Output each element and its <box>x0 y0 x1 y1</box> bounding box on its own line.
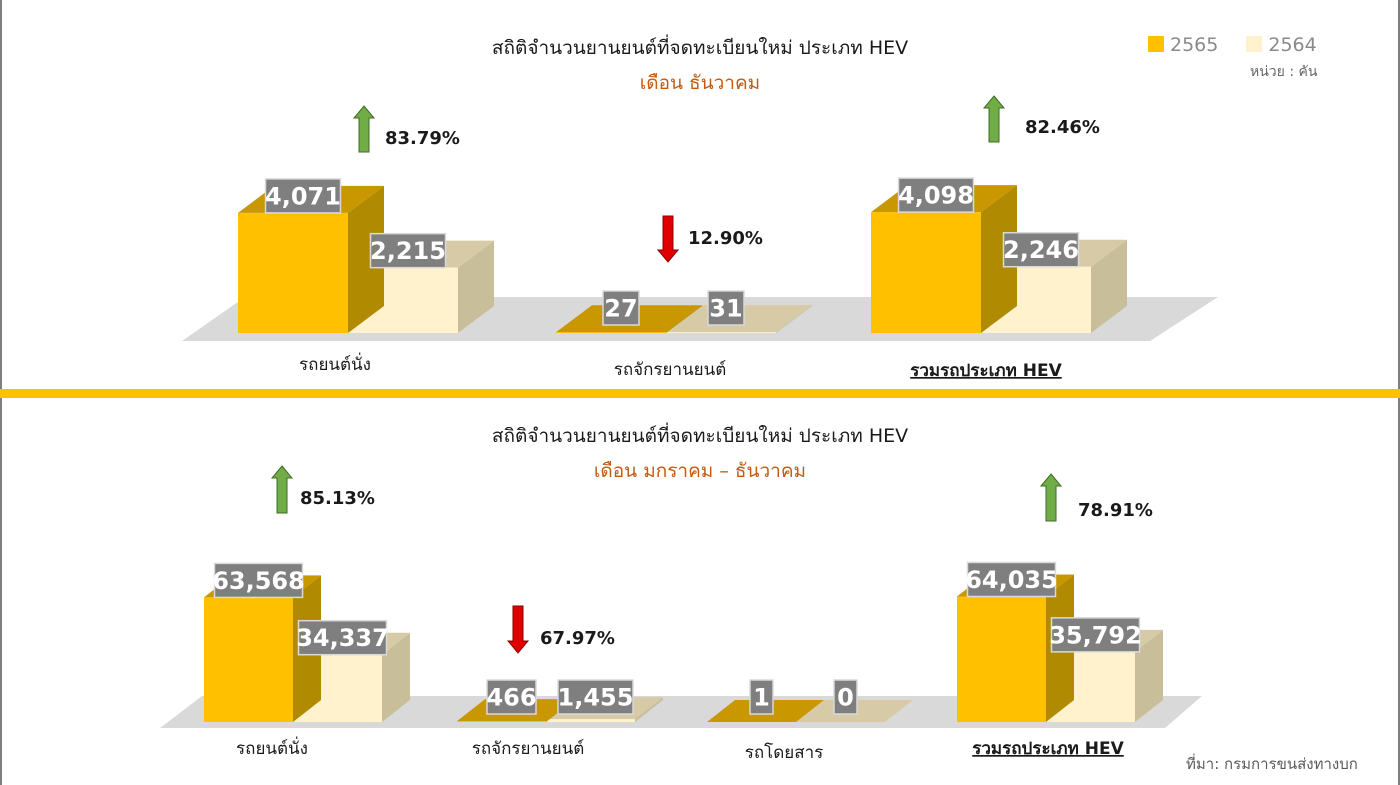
category-label-3: รวมรถประเภท HEV <box>972 739 1124 759</box>
value-label-2565-1-box <box>486 679 537 715</box>
category-label-1: รถจักรยานยนต์ <box>614 360 727 380</box>
value-label-2565-0: 4,071 <box>265 182 341 210</box>
bar-2565-0 <box>204 597 293 722</box>
bar-2564-0-side <box>458 240 494 333</box>
legend-label-2565: 2565 <box>1170 34 1219 56</box>
bar-2564-1-side <box>776 305 812 333</box>
value-label-2564-0: 34,337 <box>296 624 389 652</box>
value-label-2565-2: 1 <box>753 684 770 712</box>
source-label: ที่มา: กรมการขนส่งทางบก <box>1186 755 1358 773</box>
value-label-2564-3: 35,792 <box>1049 621 1142 649</box>
bar-2565-0 <box>238 212 348 333</box>
bar-2564-1 <box>546 719 635 722</box>
change-label-1: 12.90% <box>688 228 763 249</box>
value-label-2565-1: 27 <box>604 295 637 323</box>
category-label-0: รถยนต์นั่ง <box>299 352 371 375</box>
legend-swatch-2564 <box>1246 36 1263 52</box>
change-label-3: 78.91% <box>1078 500 1153 521</box>
section-divider <box>0 389 1400 398</box>
bar-2564-1-side <box>635 697 663 722</box>
bar-2565-2 <box>871 212 981 333</box>
legend: 2565 2564 <box>1148 34 1317 56</box>
change-label-0: 83.79% <box>385 128 460 149</box>
value-label-2564-1: 31 <box>709 295 742 323</box>
category-label-2: รถโดยสาร <box>745 742 824 763</box>
value-label-2564-2: 0 <box>837 684 854 712</box>
legend-item-2565: 2565 <box>1148 34 1218 56</box>
arrow-up-icon-0 <box>270 465 294 514</box>
category-label-2: รวมรถประเภท HEV <box>910 361 1062 381</box>
arrow-down-icon-1 <box>656 215 680 263</box>
value-label-2564-1-box <box>557 679 634 715</box>
change-label-0: 85.13% <box>300 488 375 509</box>
value-label-2565-3-box <box>966 561 1057 598</box>
value-label-2565-0-box <box>213 562 304 599</box>
value-label-2565-2-box <box>749 679 774 715</box>
chart-floor <box>160 696 1202 728</box>
arrow-up-icon-0 <box>352 105 376 153</box>
bar-2565-1 <box>457 721 546 722</box>
bar-2565-1-side <box>666 305 702 333</box>
bar-2564-0-side <box>382 632 410 722</box>
bar-2564-2-side <box>1091 239 1127 333</box>
bar-2565-3 <box>957 596 1046 722</box>
category-label-1: รถจักรยานยนต์ <box>472 739 585 759</box>
value-label-2564-3-box <box>1050 617 1141 653</box>
value-label-2564-2: 2,246 <box>1003 236 1079 264</box>
value-label-2564-2-box <box>833 679 858 715</box>
value-label-2564-2-box <box>1002 231 1080 268</box>
change-label-1: 67.97% <box>540 628 615 649</box>
value-label-2564-0-box <box>297 619 388 656</box>
legend-label-2564: 2564 <box>1268 34 1317 56</box>
chart-december: 4,071 2,215 รถยนต์นั่ง 83.79% 27 31 รถจักรยานย… <box>182 95 1218 381</box>
arrow-up-icon-3 <box>1039 473 1063 522</box>
chart-subtitle-annual: เดือน มกราคม – ธันวาคม <box>593 460 807 482</box>
value-label-2565-0: 63,568 <box>212 567 305 595</box>
arrow-up-icon-2 <box>982 95 1006 143</box>
value-label-2565-0-box <box>264 178 342 214</box>
value-label-2564-1: 1,455 <box>558 684 634 712</box>
bar-2565-1 <box>556 332 666 333</box>
legend-swatch-2565 <box>1148 36 1164 52</box>
bar-2564-3-side <box>1135 629 1163 722</box>
bar-2565-2-side <box>796 699 824 722</box>
chart-subtitle-december: เดือน ธันวาคม <box>639 72 761 94</box>
chart-title-december: สถิติจำนวนยานยนต์ที่จดทะเบียนใหม่ ประเภท… <box>491 37 909 59</box>
change-label-2: 82.46% <box>1025 117 1100 138</box>
category-label-0: รถยนต์นั่ง <box>236 736 308 759</box>
value-label-2565-1-box <box>602 290 640 326</box>
value-label-2565-2-box <box>897 177 975 213</box>
chart-title-annual: สถิติจำนวนยานยนต์ที่จดทะเบียนใหม่ ประเภท… <box>491 425 909 447</box>
bar-2564-1 <box>666 332 776 333</box>
bar-2565-2-side <box>981 185 1017 333</box>
value-label-2565-1: 466 <box>486 684 536 712</box>
bar-2565-0-side <box>348 185 384 333</box>
unit-label: หน่วย : คัน <box>1250 64 1318 80</box>
value-label-2565-3: 64,035 <box>965 566 1058 594</box>
value-label-2564-1-box <box>707 290 745 326</box>
value-label-2565-2: 4,098 <box>898 182 974 210</box>
value-label-2564-0-box <box>369 232 447 269</box>
arrow-down-icon-1 <box>506 605 530 654</box>
legend-item-2564: 2564 <box>1246 34 1317 56</box>
value-label-2564-0: 2,215 <box>370 237 446 265</box>
